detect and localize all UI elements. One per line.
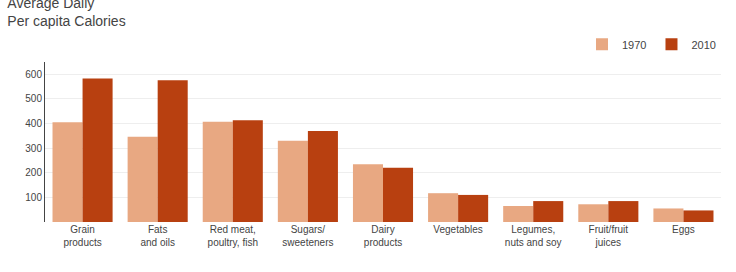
svg-text:Average DailyPer capita Calori: Average DailyPer capita Calories <box>7 0 125 29</box>
svg-text:Red meat,poultry, fish: Red meat,poultry, fish <box>208 224 258 248</box>
svg-text:Fruit/fruitjuices: Fruit/fruitjuices <box>589 224 629 248</box>
svg-text:600: 600 <box>25 69 42 80</box>
svg-text:400: 400 <box>25 118 42 129</box>
svg-text:Vegetables: Vegetables <box>433 224 483 235</box>
svg-text:Dairyproducts: Dairyproducts <box>364 224 402 248</box>
svg-text:Fatsand oils: Fatsand oils <box>140 224 174 248</box>
svg-text:300: 300 <box>25 143 42 154</box>
svg-text:200: 200 <box>25 167 42 178</box>
svg-text:100: 100 <box>25 192 42 203</box>
svg-text:Eggs: Eggs <box>672 224 695 235</box>
svg-text:2010: 2010 <box>691 39 715 51</box>
svg-text:500: 500 <box>25 93 42 104</box>
svg-text:Grainproducts: Grainproducts <box>63 224 101 248</box>
svg-text:1970: 1970 <box>622 39 646 51</box>
svg-text:Legumes,nuts and soy: Legumes,nuts and soy <box>505 224 562 248</box>
svg-text:Sugars/sweeteners: Sugars/sweeteners <box>282 224 333 248</box>
